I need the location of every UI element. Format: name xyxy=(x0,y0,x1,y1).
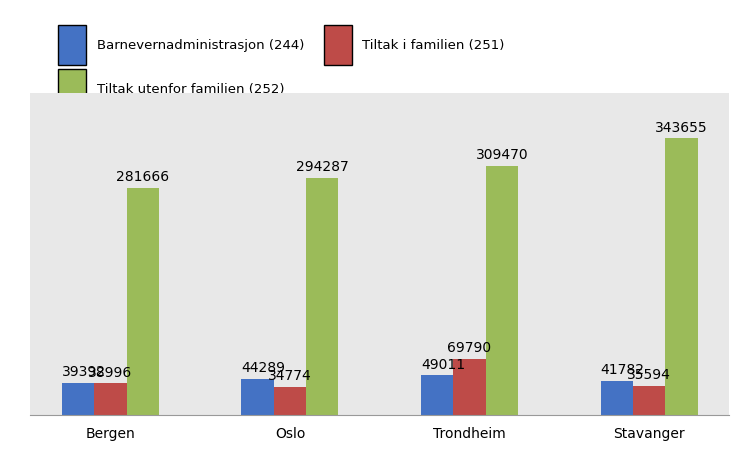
Bar xyxy=(601,382,633,415)
Bar xyxy=(126,189,159,415)
Text: 49011: 49011 xyxy=(421,357,465,371)
Text: 44289: 44289 xyxy=(241,361,286,374)
Bar xyxy=(486,166,518,415)
Text: 34774: 34774 xyxy=(268,368,312,382)
FancyBboxPatch shape xyxy=(324,26,352,66)
Bar xyxy=(241,379,274,415)
Text: 41782: 41782 xyxy=(601,363,644,377)
Bar xyxy=(306,179,338,415)
Text: 39392: 39392 xyxy=(62,364,106,378)
FancyBboxPatch shape xyxy=(58,26,86,66)
Bar xyxy=(421,376,453,415)
Text: 35594: 35594 xyxy=(627,368,671,382)
Text: 38996: 38996 xyxy=(88,365,132,379)
Bar xyxy=(453,359,486,415)
Text: 309470: 309470 xyxy=(475,147,528,161)
Bar xyxy=(666,139,698,415)
Text: 69790: 69790 xyxy=(447,340,492,354)
FancyBboxPatch shape xyxy=(58,70,86,110)
Bar xyxy=(633,387,666,415)
Text: Tiltak utenfor familien (252): Tiltak utenfor familien (252) xyxy=(96,83,284,96)
Text: Tiltak i familien (251): Tiltak i familien (251) xyxy=(362,39,505,52)
Bar xyxy=(274,387,306,415)
Text: 281666: 281666 xyxy=(116,170,169,184)
Bar xyxy=(62,383,94,415)
Bar xyxy=(94,384,126,415)
Text: Barnevernadministrasjon (244): Barnevernadministrasjon (244) xyxy=(96,39,304,52)
Text: 343655: 343655 xyxy=(655,120,708,134)
Text: 294287: 294287 xyxy=(296,160,349,174)
